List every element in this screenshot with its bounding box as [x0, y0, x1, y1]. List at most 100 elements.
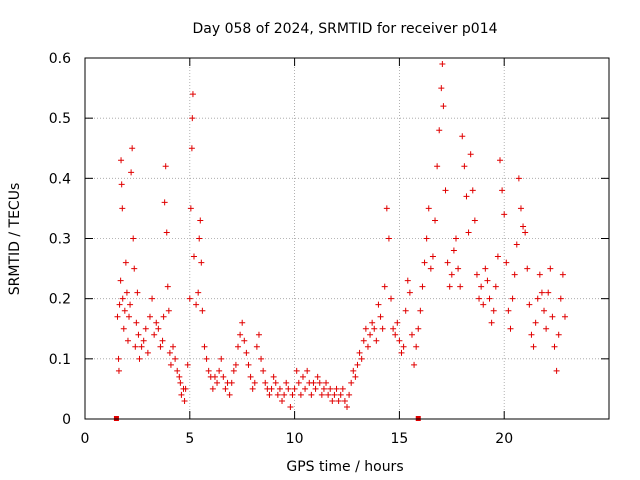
data-point: [377, 313, 384, 320]
data-point: [245, 361, 252, 368]
data-point: [511, 271, 518, 278]
data-point: [172, 355, 179, 362]
data-point: [178, 391, 185, 398]
data-point: [452, 235, 459, 242]
data-point: [429, 253, 436, 260]
data-point: [209, 385, 216, 392]
y-tick-label: 0.4: [49, 171, 71, 187]
data-point: [323, 379, 330, 386]
data-point: [127, 301, 134, 308]
data-point: [120, 325, 127, 332]
data-point: [164, 283, 171, 290]
data-point: [509, 295, 516, 302]
data-point: [255, 331, 262, 338]
data-point: [505, 307, 512, 314]
data-point: [136, 355, 143, 362]
data-point: [432, 217, 439, 224]
x-axis-ticks: 0 5 10 15 20: [81, 58, 513, 447]
data-point: [318, 391, 325, 398]
data-point: [129, 145, 136, 152]
data-point: [118, 181, 125, 188]
data-point: [348, 379, 355, 386]
data-point: [174, 367, 181, 374]
data-point: [543, 325, 550, 332]
data-point: [253, 343, 260, 350]
data-point: [220, 373, 227, 380]
data-point: [499, 187, 506, 194]
data-point: [497, 157, 504, 164]
data-point: [142, 325, 149, 332]
data-point: [471, 217, 478, 224]
data-point: [272, 379, 279, 386]
data-point: [339, 385, 346, 392]
data-point: [402, 307, 409, 314]
data-point: [196, 235, 203, 242]
data-point: [517, 205, 524, 212]
data-point: [473, 271, 480, 278]
data-point: [310, 379, 317, 386]
y-tick-label: 0.2: [49, 292, 71, 308]
data-point: [159, 337, 166, 344]
data-point: [249, 385, 256, 392]
data-point: [316, 379, 323, 386]
data-point: [439, 61, 446, 68]
data-point: [532, 319, 539, 326]
data-point: [406, 289, 413, 296]
x-tick-label: 5: [185, 431, 194, 447]
data-point: [193, 301, 200, 308]
data-point: [438, 85, 445, 92]
data-point: [287, 403, 294, 410]
data-point: [117, 277, 124, 284]
data-point: [335, 397, 342, 404]
data-point: [541, 307, 548, 314]
data-point: [276, 385, 283, 392]
data-point: [385, 235, 392, 242]
data-point: [364, 343, 371, 350]
data-point: [268, 385, 275, 392]
data-point: [404, 277, 411, 284]
data-point: [161, 199, 168, 206]
data-point: [350, 367, 357, 374]
y-tick-label: 0: [62, 412, 71, 428]
data-point: [157, 343, 164, 350]
data-point: [444, 259, 451, 266]
data-point: [522, 229, 529, 236]
data-point: [247, 373, 254, 380]
data-point: [216, 367, 223, 374]
data-point: [182, 385, 189, 392]
data-point: [133, 319, 140, 326]
data-point: [356, 349, 363, 356]
data-point: [415, 325, 422, 332]
data-point: [241, 337, 248, 344]
data-point: [379, 325, 386, 332]
data-point: [187, 205, 194, 212]
data-point: [134, 289, 141, 296]
data-point: [515, 175, 522, 182]
y-axis-ticks: 0 0.1 0.2 0.3 0.4 0.5 0.6: [49, 51, 609, 428]
data-point: [555, 331, 562, 338]
data-point: [155, 325, 162, 332]
data-point: [486, 295, 493, 302]
data-point: [279, 397, 286, 404]
data-point: [115, 355, 122, 362]
data-point: [293, 367, 300, 374]
data-point: [461, 163, 468, 170]
data-point: [551, 343, 558, 350]
x-tick-label: 0: [81, 431, 90, 447]
data-point: [160, 313, 167, 320]
data-point: [228, 379, 235, 386]
data-point: [413, 343, 420, 350]
data-point: [162, 163, 169, 170]
data-point: [367, 331, 374, 338]
data-point: [419, 283, 426, 290]
data-point: [530, 343, 537, 350]
data-point: [448, 271, 455, 278]
data-point: [132, 343, 139, 350]
data-point: [131, 265, 138, 272]
data-point: [314, 373, 321, 380]
data-point: [503, 259, 510, 266]
data-point: [235, 343, 242, 350]
data-point: [440, 103, 447, 110]
data-point: [526, 301, 533, 308]
